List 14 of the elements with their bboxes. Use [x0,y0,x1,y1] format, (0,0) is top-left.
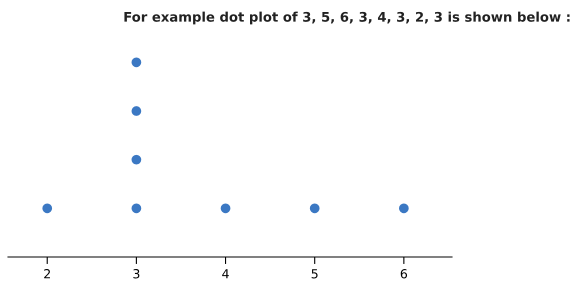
x-tick-label: 5 [312,269,318,278]
x-tick-label: 4 [222,269,229,278]
x-tick-label: 6 [400,269,408,278]
point [132,57,142,68]
x-tick-label: 3 [133,269,140,278]
point [398,203,409,214]
point [132,203,142,214]
point [310,203,320,214]
point [42,203,52,214]
point [132,106,142,116]
point [220,203,230,214]
chart-title: For example dot plot of 3, 5, 6, 3, 4, 3, 2, 3 is shown below : [124,12,570,24]
x-tick-label: 2 [44,269,50,278]
point [132,154,142,165]
